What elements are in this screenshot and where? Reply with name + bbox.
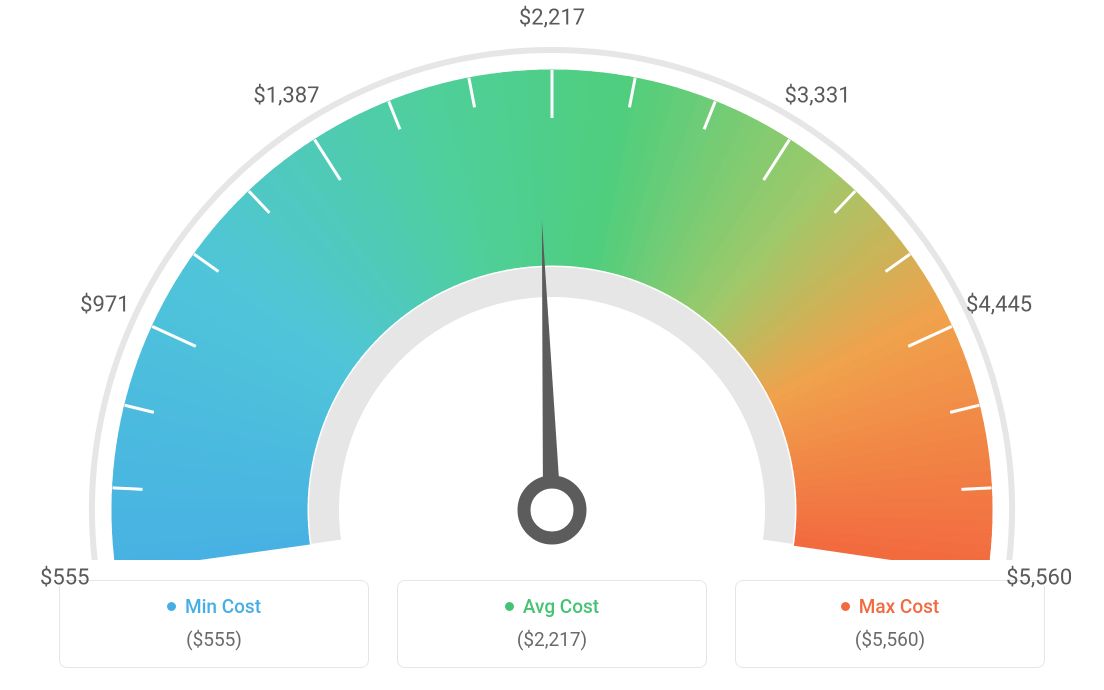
legend-value: ($555) (70, 628, 358, 651)
legend-label: Min Cost (185, 595, 261, 618)
tick-label: $2,217 (519, 6, 585, 31)
tick-label: $4,445 (966, 292, 1032, 317)
legend-row: Min Cost ($555) Avg Cost ($2,217) Max Cost ($… (0, 580, 1104, 668)
legend-label: Avg Cost (523, 595, 599, 618)
legend-title: Avg Cost (505, 595, 599, 618)
minor-tick (113, 488, 143, 490)
gauge-svg (0, 0, 1104, 560)
legend-dot-icon (505, 602, 514, 611)
legend-value: ($5,560) (746, 628, 1034, 651)
tick-label: $3,331 (784, 83, 850, 108)
legend-dot-icon (167, 602, 176, 611)
legend-card: Avg Cost ($2,217) (397, 580, 707, 668)
legend-title: Min Cost (167, 595, 261, 618)
minor-tick (961, 488, 991, 490)
tick-label: $5,560 (1006, 566, 1072, 591)
gauge-chart: $555$971$1,387$2,217$3,331$4,445$5,560 (0, 0, 1104, 560)
legend-card: Min Cost ($555) (59, 580, 369, 668)
legend-title: Max Cost (841, 595, 939, 618)
tick-label: $1,387 (253, 83, 319, 108)
tick-label: $555 (40, 566, 89, 591)
legend-dot-icon (841, 602, 850, 611)
legend-label: Max Cost (859, 595, 939, 618)
tick-label: $971 (80, 292, 129, 317)
legend-card: Max Cost ($5,560) (735, 580, 1045, 668)
gauge-hub (524, 482, 580, 538)
legend-value: ($2,217) (408, 628, 696, 651)
